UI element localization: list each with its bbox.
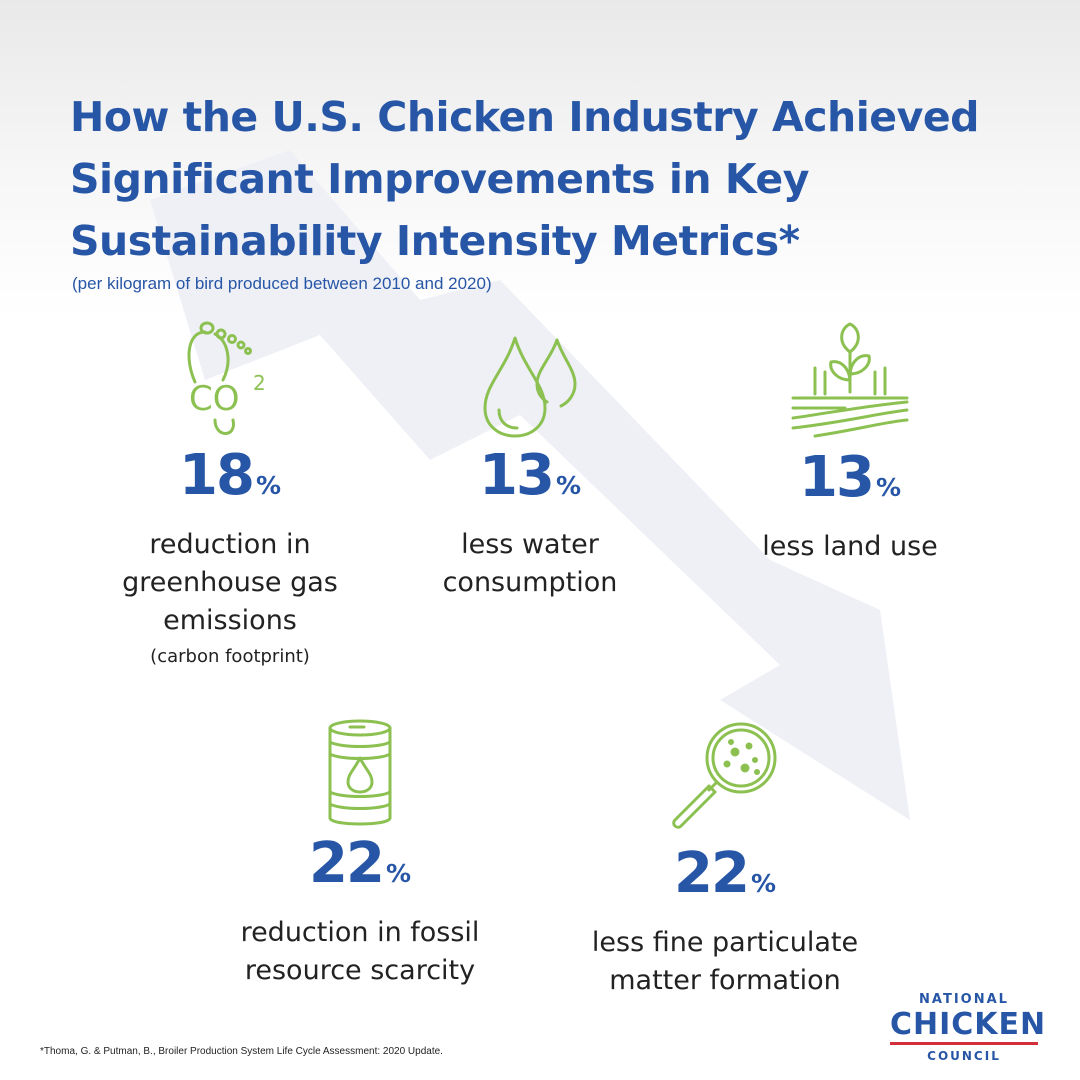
metric-value: 22% [309, 831, 411, 896]
footprint-co2-icon: CO 2 [187, 321, 266, 435]
metric-description: less land use [762, 531, 938, 562]
metric-value: 13% [479, 443, 581, 508]
page-subtitle: (per kilogram of bird produced between 2… [72, 274, 492, 293]
sprout-field-icon [791, 322, 909, 438]
metric-description: reduction in greenhouse gas emissions [122, 529, 338, 636]
metric-description: reduction in fossil resource scarcity [240, 917, 480, 986]
metric-description: less water consumption [442, 529, 618, 598]
water-drops-icon [483, 336, 577, 438]
metric-particulate-matter: 22% less fine particulate matter formati… [560, 718, 890, 1000]
metric-value: 18% [179, 443, 281, 508]
svg-text:CO: CO [189, 379, 240, 419]
national-chicken-council-logo: NATIONAL CHICKEN COUNCIL [886, 992, 1045, 1065]
logo-line-council: COUNCIL [927, 1049, 1001, 1063]
logo-line-chicken: CHICKEN [890, 1008, 1045, 1045]
metric-land: 13% less land use [720, 322, 980, 566]
metric-fossil-resource: 22% reduction in fossil resource scarcit… [200, 718, 520, 990]
metric-note: (carbon footprint) [150, 646, 310, 667]
metric-value: 13% [799, 445, 901, 510]
footnote: *Thoma, G. & Putman, B., Broiler Product… [40, 1046, 443, 1057]
page-title: How the U.S. Chicken Industry Achieved S… [70, 93, 980, 265]
metric-greenhouse-gas: CO 2 18% reduction in greenhouse gas emi… [110, 320, 350, 667]
metric-value: 22% [674, 841, 776, 906]
svg-text:2: 2 [253, 371, 266, 395]
oil-barrel-icon [328, 719, 392, 826]
magnifier-particles-icon [672, 722, 777, 829]
logo-line-national: NATIONAL [919, 992, 1009, 1007]
metric-water: 13% less water consumption [400, 330, 660, 602]
metric-description: less fine particulate matter formation [591, 927, 859, 996]
